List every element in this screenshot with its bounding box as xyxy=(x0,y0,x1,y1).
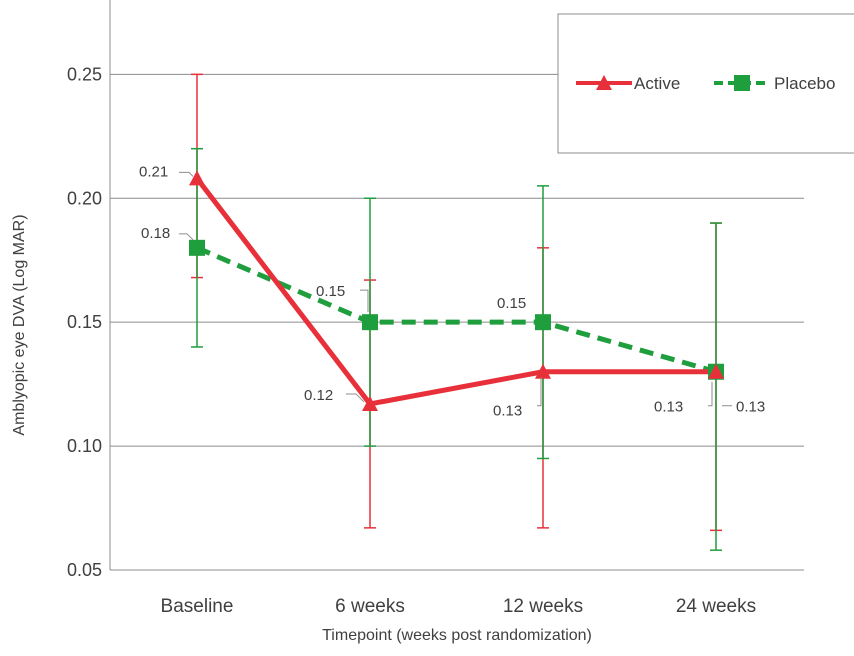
legend-label-placebo: Placebo xyxy=(774,74,835,93)
leader-line xyxy=(708,381,713,407)
marker-active xyxy=(708,363,724,379)
marker-active xyxy=(362,395,378,411)
legend-marker-placebo xyxy=(734,75,750,91)
x-tick-label: 24 weeks xyxy=(676,596,756,617)
y-tick-label: 0.20 xyxy=(67,188,102,208)
series-line-placebo xyxy=(196,245,717,375)
legend-marker-active xyxy=(596,75,612,90)
data-label-placebo: 0.18 xyxy=(141,225,170,242)
y-tick-label: 0.15 xyxy=(67,312,102,332)
y-tick-label: 0.05 xyxy=(67,560,102,580)
series-line-active xyxy=(195,176,716,407)
data-label-placebo: 0.15 xyxy=(497,295,526,312)
y-tick-label: 0.10 xyxy=(67,436,102,456)
marker-placebo xyxy=(535,314,551,331)
legend: Active Placebo xyxy=(557,13,854,154)
y-tick-label: 0.25 xyxy=(67,64,102,84)
marker-placebo xyxy=(189,239,205,256)
data-label-active: 0.13 xyxy=(493,403,522,420)
x-tick-labels: Baseline 6 weeks 12 weeks 24 weeks xyxy=(161,596,757,617)
x-tick-label: 12 weeks xyxy=(503,596,583,617)
x-axis-title: Timepoint (weeks post randomization) xyxy=(322,627,592,644)
marker-active xyxy=(535,363,551,379)
leader-line xyxy=(360,289,369,313)
series-markers xyxy=(189,170,724,411)
series-lines xyxy=(195,176,717,407)
data-label-active: 0.13 xyxy=(654,399,683,416)
leader-line xyxy=(346,393,365,403)
legend-label-active: Active xyxy=(634,74,680,93)
y-tick-labels: 0.05 0.10 0.15 0.20 0.25 xyxy=(67,64,102,580)
leader-line xyxy=(537,377,542,407)
marker-placebo xyxy=(362,314,378,331)
data-label-active: 0.12 xyxy=(304,387,333,404)
data-labels: 0.21 0.12 0.13 0.13 0.18 0.15 0.15 0.13 xyxy=(139,163,765,419)
leader-line xyxy=(179,171,194,177)
data-label-placebo: 0.13 xyxy=(736,399,765,416)
x-tick-label: Baseline xyxy=(161,596,234,617)
axes xyxy=(109,0,804,571)
leader-line xyxy=(179,233,194,241)
y-axis-title: Amblyopic eye DVA (Log MAR) xyxy=(11,214,28,435)
data-label-active: 0.21 xyxy=(139,163,168,180)
marker-active xyxy=(189,170,205,186)
x-tick-label: 6 weeks xyxy=(335,596,405,617)
data-label-placebo: 0.15 xyxy=(316,283,345,300)
